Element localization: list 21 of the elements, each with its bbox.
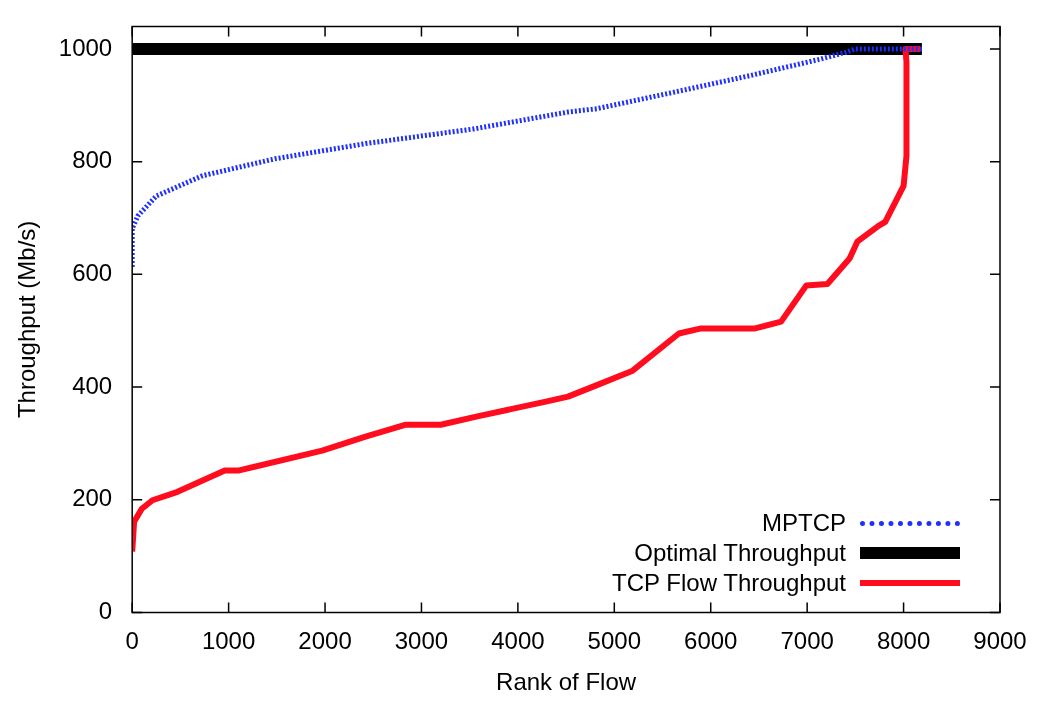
x-tick-label: 2000 [298, 627, 352, 655]
x-tick-label: 0 [125, 627, 139, 655]
legend-label: Optimal Throughput [634, 539, 846, 568]
x-tick-label: 8000 [876, 627, 931, 655]
y-axis-title: Throughput (Mb/s) [13, 220, 41, 419]
y-tick-label: 0 [98, 597, 113, 625]
legend-label: MPTCP [762, 509, 846, 538]
x-axis-title: Rank of Flow [496, 668, 637, 696]
x-tick-label: 4000 [491, 627, 545, 655]
y-tick-label: 1000 [58, 33, 113, 61]
y-tick-label: 800 [72, 146, 113, 174]
x-tick-label: 7000 [780, 627, 834, 655]
x-tick-label: 3000 [394, 627, 449, 655]
y-tick-label: 200 [72, 484, 113, 512]
x-tick-label: 5000 [587, 627, 641, 655]
x-tick-label: 1000 [201, 627, 256, 655]
legend-label: TCP Flow Throughput [612, 569, 846, 598]
y-tick-label: 400 [72, 371, 113, 399]
x-tick-label: 6000 [684, 627, 738, 655]
y-tick-label: 600 [72, 258, 113, 286]
x-tick-label: 9000 [973, 627, 1027, 655]
